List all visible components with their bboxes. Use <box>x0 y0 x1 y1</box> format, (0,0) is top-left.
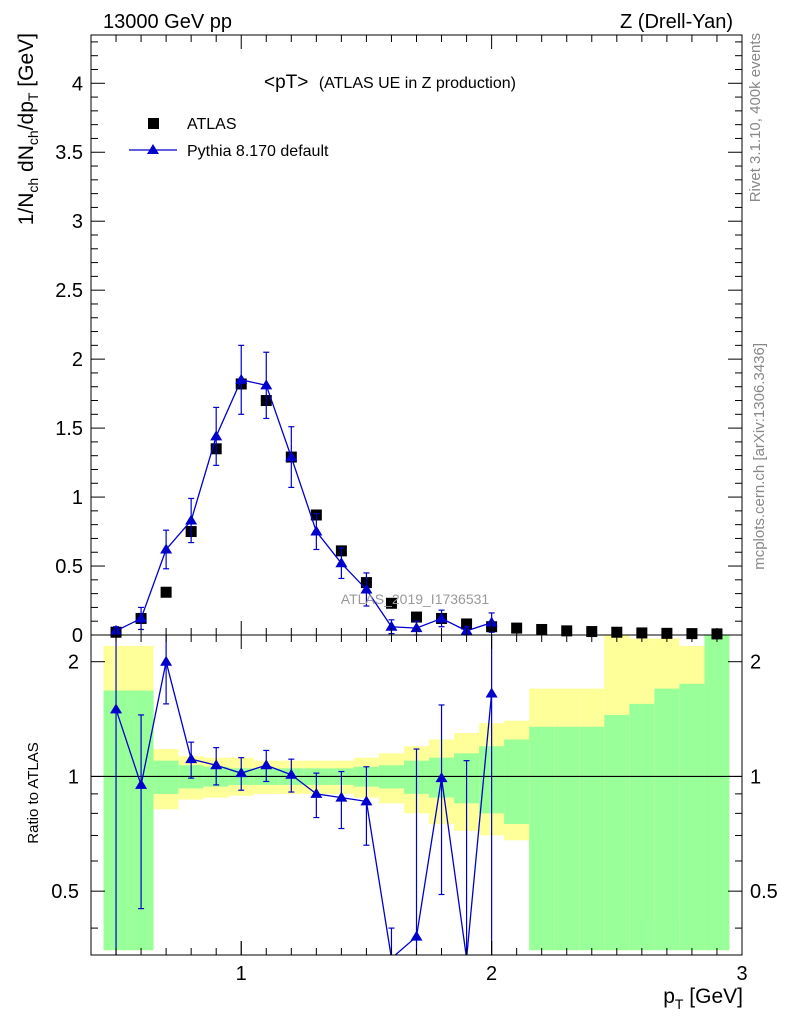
x-tick-label: 1 <box>236 963 247 985</box>
ratio-mc-point <box>260 759 273 770</box>
ratio-y-tick-label: 0.5 <box>51 881 79 903</box>
mcplots-reference-label: mcplots.cern.ch [arXiv:1306.3436] <box>751 343 768 570</box>
process-label: Z (Drell-Yan) <box>620 11 733 33</box>
mc-point <box>335 557 348 568</box>
mc-point <box>310 525 323 536</box>
ratio-mc-point <box>285 768 298 779</box>
mc-point <box>435 612 448 623</box>
ratio-y-tick-label-right: 2 <box>750 652 761 674</box>
mc-series-line <box>115 379 492 632</box>
ratio-mc-line <box>115 661 493 955</box>
mc-point <box>185 514 198 525</box>
legend-mc-marker <box>147 144 159 154</box>
y-tick-label: 1 <box>72 487 83 509</box>
mc-point <box>160 543 173 554</box>
ratio-mc-point <box>210 759 223 770</box>
mc-point <box>235 373 248 384</box>
y-tick-label: 4 <box>72 73 83 95</box>
mc-point <box>210 430 223 441</box>
legend-mc-label: Pythia 8.170 default <box>187 143 329 160</box>
main-y-axis-ticks: 0 0.5 1 1.5 2 2.5 3 3.5 4 <box>55 35 742 647</box>
y-tick-label: 0 <box>72 625 83 647</box>
ratio-mc-point <box>435 772 448 783</box>
inner-uncertainty-band <box>153 760 179 794</box>
legend-atlas-label: ATLAS <box>187 116 237 133</box>
mc-point <box>135 612 148 623</box>
mc-point <box>285 451 298 462</box>
ratio-mc-point <box>335 791 348 802</box>
ratio-y-tick-label: 2 <box>68 652 79 674</box>
y-tick-label: 2 <box>72 349 83 371</box>
atlas-data-point <box>411 611 422 623</box>
plot-title-main: <pT> <box>264 72 308 93</box>
x-tick-label: 2 <box>486 963 497 985</box>
y-tick-label: 1.5 <box>55 418 83 440</box>
rivet-version-label: Rivet 3.1.10, 400k events <box>747 33 764 202</box>
inner-uncertainty-band <box>554 726 580 951</box>
inner-uncertainty-band <box>529 726 555 951</box>
y-tick-label: 0.5 <box>55 556 83 578</box>
inner-uncertainty-band <box>654 688 680 951</box>
y-tick-label: 3.5 <box>55 142 83 164</box>
ratio-mc-clipped <box>110 635 498 955</box>
inner-uncertainty-band <box>704 635 730 951</box>
ratio-y-tick-label-right: 1 <box>750 766 761 788</box>
x-tick-label: 3 <box>736 963 747 985</box>
main-y-axis-title: 1/Nch dNch/dpT [GeV] <box>15 33 41 225</box>
mc-point <box>385 620 398 631</box>
ratio-y-axis-title: Ratio to ATLAS <box>25 742 42 843</box>
inner-uncertainty-band <box>679 683 705 951</box>
energy-label: 13000 GeV pp <box>103 11 232 33</box>
inner-uncertainty-band <box>604 714 630 951</box>
x-axis-title: pT [GeV] <box>663 985 743 1012</box>
mc-point <box>410 622 423 633</box>
ratio-mc-point <box>135 778 148 789</box>
ratio-mc-point <box>310 787 323 798</box>
ratio-mc-point <box>160 655 173 666</box>
legend-atlas-marker <box>148 118 159 129</box>
mc-point <box>260 379 273 390</box>
inner-uncertainty-band <box>504 739 530 825</box>
ratio-mc-point <box>410 930 423 941</box>
ratio-mc-point <box>185 753 198 764</box>
ratio-mc-point <box>485 687 498 698</box>
atlas-data-point <box>385 597 397 609</box>
ratio-y-tick-label: 1 <box>68 766 79 788</box>
atlas-data-point <box>461 618 473 630</box>
y-tick-label: 3 <box>72 211 83 233</box>
main-mc-series <box>110 344 498 636</box>
legend: ATLAS Pythia 8.170 default <box>129 116 329 160</box>
plot-title-sub: (ATLAS UE in Z production) <box>319 75 516 92</box>
ratio-y-tick-label-right: 0.5 <box>750 881 778 903</box>
ratio-axis-ticks: 0.5 0.5 1 1 2 2 1 2 3 <box>51 635 778 985</box>
inner-uncertainty-band <box>579 726 605 951</box>
ratio-mc-point <box>110 703 123 714</box>
inner-uncertainty-band <box>629 703 655 951</box>
ratio-mc-series <box>110 635 498 955</box>
plot-title: <pT> (ATLAS UE in Z production) <box>264 72 516 93</box>
mc-point <box>360 583 373 594</box>
ratio-mc-point <box>235 767 248 778</box>
ratio-mc-point <box>360 795 373 806</box>
analysis-watermark: ATLAS_2019_I1736531 <box>341 591 490 607</box>
atlas-data-point <box>160 586 172 598</box>
y-tick-label: 2.5 <box>55 280 83 302</box>
